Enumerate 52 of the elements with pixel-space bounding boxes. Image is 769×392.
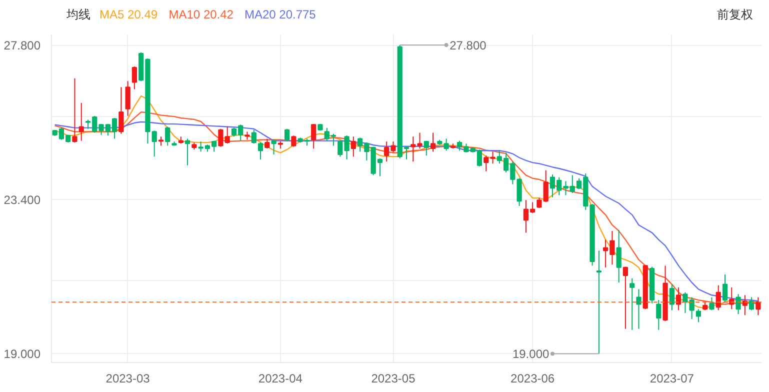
x-tick-label: 2023-07: [650, 372, 694, 386]
annotation: 27.800: [450, 38, 487, 53]
candlestick: [722, 274, 728, 303]
candlestick: [78, 102, 84, 142]
candlestick: [72, 78, 78, 144]
y-tick-label: 23.400: [4, 192, 41, 207]
candlestick: [424, 140, 429, 156]
text: MA20 20.775: [244, 8, 316, 22]
candlestick: [696, 308, 702, 323]
candlestick: [656, 300, 662, 330]
text: 前复权: [717, 8, 754, 22]
candlestick: [350, 136, 356, 158]
candlestick: [258, 142, 264, 160]
candlestick: [311, 123, 316, 150]
candlestick: [736, 294, 741, 315]
candlestick: [630, 278, 635, 330]
candlestick: [291, 135, 296, 148]
candlestick: [748, 296, 754, 311]
legend-title: 均线: [65, 8, 90, 22]
candlestick: [430, 132, 436, 152]
candlestick: [158, 136, 164, 146]
candlestick: [636, 288, 642, 330]
x-tick-label: 2023-05: [371, 372, 416, 386]
text: MA10 20.42: [168, 8, 234, 22]
candlestick: [271, 139, 276, 155]
y-tick-label: 19.000: [4, 347, 41, 362]
candlestick: [616, 229, 622, 284]
candlestick: [264, 138, 270, 150]
candlestick: [284, 128, 290, 142]
candlestick: [251, 129, 256, 144]
x-tick-label: 2023-04: [258, 372, 303, 386]
x-tick-label: 2023-03: [106, 372, 150, 386]
candlestick: [118, 86, 124, 134]
y-tick-label: 27.800: [4, 38, 41, 53]
candlestick: [689, 296, 694, 320]
candlestick: [756, 296, 761, 316]
candlestick: [622, 266, 628, 330]
candlestick: [676, 286, 682, 311]
candlestick: [596, 250, 602, 354]
candlestick: [709, 296, 714, 311]
candlestick: [669, 284, 674, 311]
annotation: 19.000: [512, 347, 550, 362]
candlestick: [125, 80, 130, 116]
candlestick: [716, 284, 721, 311]
x-tick-label: 2023-06: [510, 372, 555, 386]
text: MA5 20.49: [100, 8, 158, 22]
candlestick: [682, 292, 688, 314]
candlestick: [132, 66, 137, 90]
candlestick: [165, 126, 170, 146]
candlestick: [184, 138, 190, 166]
candlestick: [444, 138, 449, 152]
candlestick: [742, 294, 748, 316]
